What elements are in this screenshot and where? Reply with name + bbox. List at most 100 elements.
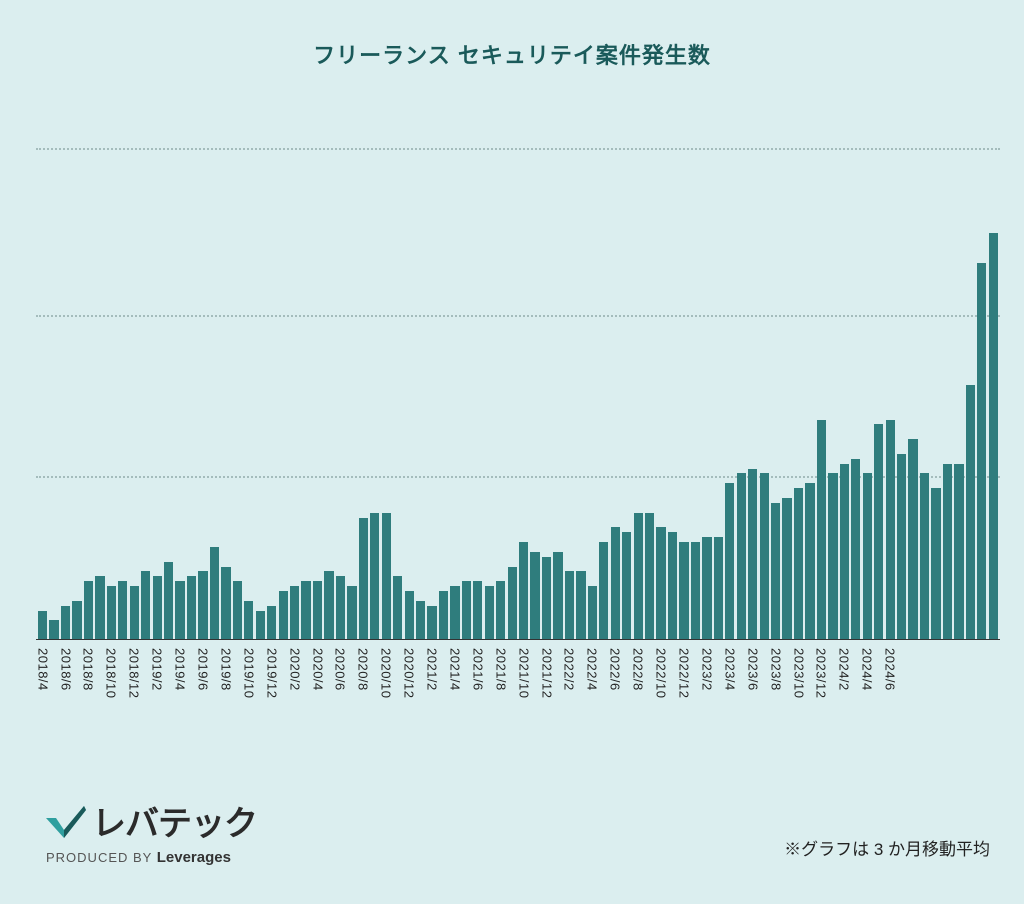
x-label: 2018/4 [35, 648, 50, 691]
x-label: 2020/8 [356, 648, 371, 691]
chart-note: ※グラフは 3 か月移動平均 [784, 835, 990, 860]
plot [36, 150, 1000, 640]
bar [370, 513, 379, 640]
bar [450, 586, 459, 640]
x-label-slot [279, 644, 288, 764]
x-label-slot: 2020/4 [313, 644, 322, 764]
x-label: 2018/6 [58, 648, 73, 691]
x-label-slot: 2019/4 [175, 644, 184, 764]
x-label: 2022/4 [585, 648, 600, 691]
x-label-slot [977, 644, 986, 764]
x-label: 2020/12 [402, 648, 417, 699]
x-label: 2023/10 [791, 648, 806, 699]
x-label-slot [966, 644, 975, 764]
bar [645, 513, 654, 640]
bar [874, 424, 883, 640]
x-label: 2019/4 [173, 648, 188, 691]
bar [221, 567, 230, 641]
x-label: 2021/8 [493, 648, 508, 691]
bar [198, 571, 207, 640]
bar [886, 420, 895, 641]
x-label: 2024/2 [837, 648, 852, 691]
bar [920, 473, 929, 640]
x-label-slot: 2022/2 [565, 644, 574, 764]
x-label-slot [49, 644, 58, 764]
bar [141, 571, 150, 640]
x-label: 2019/8 [218, 648, 233, 691]
x-label-slot: 2023/10 [794, 644, 803, 764]
bar [817, 420, 826, 641]
bar [771, 503, 780, 640]
x-label-slot [530, 644, 539, 764]
bar [897, 454, 906, 640]
x-label-slot: 2019/8 [221, 644, 230, 764]
bar [588, 586, 597, 640]
x-label: 2021/2 [425, 648, 440, 691]
x-label-slot [931, 644, 940, 764]
x-label-slot: 2022/6 [611, 644, 620, 764]
x-label-slot [301, 644, 310, 764]
x-label-slot: 2020/6 [336, 644, 345, 764]
bar [622, 532, 631, 640]
bar [336, 576, 345, 640]
bar [840, 464, 849, 640]
x-label: 2020/2 [287, 648, 302, 691]
x-label-slot: 2020/12 [405, 644, 414, 764]
bar [473, 581, 482, 640]
x-label: 2021/12 [539, 648, 554, 699]
bar [462, 581, 471, 640]
bar [989, 233, 998, 640]
x-label: 2024/6 [883, 648, 898, 691]
x-label-slot: 2020/2 [290, 644, 299, 764]
bar [714, 537, 723, 640]
x-label: 2020/6 [333, 648, 348, 691]
x-label-slot [782, 644, 791, 764]
footer: レバテック PRODUCED BY Leverages [46, 796, 257, 866]
x-label: 2024/4 [860, 648, 875, 691]
bar [851, 459, 860, 640]
bar [508, 567, 517, 641]
x-label-slot [920, 644, 929, 764]
bar [84, 581, 93, 640]
bar [38, 611, 47, 640]
bar [656, 527, 665, 640]
bar [760, 473, 769, 640]
x-label: 2019/12 [264, 648, 279, 699]
bar [943, 464, 952, 640]
bar [954, 464, 963, 640]
x-label-slot: 2022/12 [679, 644, 688, 764]
x-label-slot [256, 644, 265, 764]
x-label: 2022/12 [677, 648, 692, 699]
bar [908, 439, 917, 640]
bar [210, 547, 219, 640]
bar [175, 581, 184, 640]
bar [290, 586, 299, 640]
x-label-slot: 2019/6 [198, 644, 207, 764]
logo-text: レバテック [92, 796, 257, 845]
x-label-slot: 2021/4 [450, 644, 459, 764]
x-labels: 2018/42018/62018/82018/102018/122019/220… [36, 644, 1000, 764]
bar [107, 586, 116, 640]
bar [427, 606, 436, 640]
bar [748, 469, 757, 641]
x-label-slot: 2021/8 [496, 644, 505, 764]
x-label-slot: 2021/10 [519, 644, 528, 764]
x-label-slot: 2024/2 [840, 644, 849, 764]
chart-title: フリーランス セキュリテイ案件発生数 [0, 0, 1024, 70]
x-label: 2022/6 [608, 648, 623, 691]
bar [805, 483, 814, 640]
bar [49, 620, 58, 640]
bar [359, 518, 368, 641]
x-label-slot: 2024/4 [863, 644, 872, 764]
bar [530, 552, 539, 640]
x-label: 2019/6 [195, 648, 210, 691]
bars-container [36, 150, 1000, 640]
bar [611, 527, 620, 640]
bar [966, 385, 975, 640]
bar [382, 513, 391, 640]
x-label-slot [954, 644, 963, 764]
bar [95, 576, 104, 640]
x-label: 2023/12 [814, 648, 829, 699]
bar [324, 571, 333, 640]
x-label-slot: 2018/4 [38, 644, 47, 764]
